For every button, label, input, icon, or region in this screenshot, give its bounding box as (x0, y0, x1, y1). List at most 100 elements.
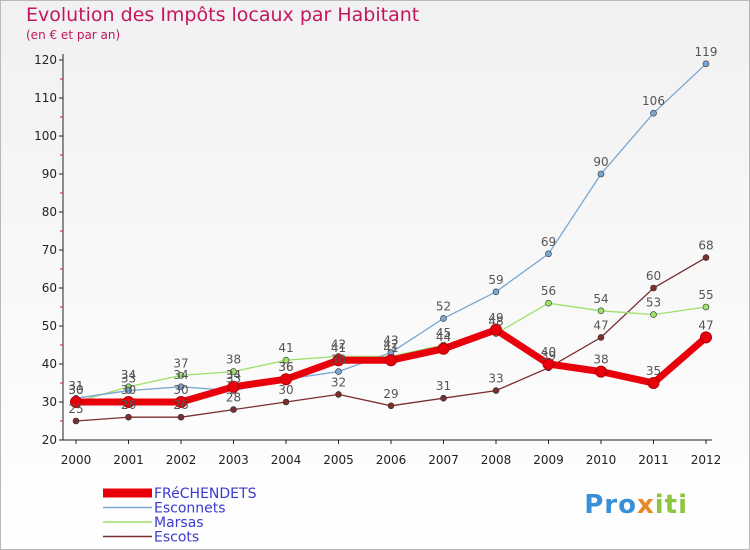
data-label: 37 (173, 356, 188, 370)
x-tick-label: 2011 (638, 453, 669, 467)
data-point (702, 303, 710, 311)
data-label: 41 (331, 341, 346, 355)
data-label: 34 (173, 368, 188, 382)
y-tick-label: 40 (42, 357, 57, 371)
data-point (177, 383, 185, 391)
data-point (545, 250, 552, 258)
data-label: 43 (383, 334, 398, 348)
data-label: 40 (541, 345, 556, 359)
data-point (335, 368, 342, 375)
data-label: 31 (436, 379, 451, 393)
data-label: 33 (121, 372, 136, 386)
data-label: 34 (226, 368, 241, 382)
data-label: 90 (593, 155, 608, 169)
data-point (545, 299, 552, 307)
data-point (490, 323, 502, 336)
y-tick-label: 100 (34, 129, 57, 143)
data-label: 39 (541, 349, 556, 363)
data-label: 35 (646, 364, 661, 378)
data-point (492, 387, 500, 394)
data-point (595, 365, 607, 378)
data-point (125, 413, 132, 421)
chart-subtitle: (en € et par an) (26, 28, 121, 42)
data-label: 30 (278, 383, 293, 397)
data-label: 30 (121, 383, 136, 397)
y-tick-label: 90 (42, 167, 57, 181)
data-label: 68 (698, 239, 713, 253)
data-label: 38 (593, 353, 608, 367)
data-point (702, 254, 710, 261)
x-tick-label: 2005 (323, 453, 354, 467)
data-point (597, 307, 605, 315)
y-tick-label: 70 (42, 243, 57, 257)
data-label: 36 (278, 360, 293, 374)
legend-label: Marsas (154, 515, 204, 531)
data-label: 44 (436, 330, 451, 344)
data-point (597, 334, 605, 341)
y-tick-label: 60 (42, 281, 57, 295)
data-point (700, 331, 712, 344)
data-point (177, 372, 185, 379)
data-label: 59 (488, 273, 503, 287)
data-point (650, 311, 657, 318)
data-point (387, 402, 395, 410)
data-point (72, 417, 80, 425)
x-tick-label: 2003 (218, 453, 249, 467)
x-tick-label: 2008 (481, 453, 512, 467)
data-point (542, 358, 555, 370)
x-tick-label: 2007 (428, 453, 459, 467)
data-point (437, 342, 450, 355)
data-label: 54 (593, 292, 608, 306)
data-point (280, 373, 292, 386)
data-label: 52 (436, 299, 451, 313)
data-label: 38 (226, 353, 241, 367)
y-tick-label: 50 (42, 319, 57, 333)
data-label: 30 (68, 383, 83, 397)
data-point (647, 377, 660, 389)
x-tick-label: 2000 (61, 453, 92, 467)
y-tick-label: 20 (42, 433, 57, 447)
data-point (335, 391, 342, 398)
data-label: 119 (695, 45, 718, 59)
data-label: 60 (646, 269, 661, 283)
chart-axes: 20 30 40 50 60 70 80 90 100 110 120 2000 2001 2002 200… (34, 53, 721, 467)
data-label: 41 (383, 341, 398, 355)
data-label: 36 (278, 360, 293, 374)
data-label: 56 (541, 284, 556, 298)
x-tick-label: 2002 (166, 453, 197, 467)
legend-label: Escots (154, 530, 199, 546)
proxiti-logo: Proxiti (584, 490, 688, 520)
data-label: 41 (278, 341, 293, 355)
data-label: 45 (436, 326, 451, 340)
y-tick-label: 120 (34, 53, 57, 67)
data-label: 42 (383, 337, 398, 351)
legend-label: FRéCHENDETS (154, 486, 257, 502)
data-point (230, 406, 237, 413)
data-label: 42 (331, 337, 346, 351)
x-tick-label: 2004 (271, 453, 302, 467)
data-point (650, 284, 657, 292)
data-point (125, 387, 132, 394)
data-label: 32 (331, 375, 346, 389)
data-point (385, 354, 397, 367)
data-label: 47 (698, 318, 713, 332)
x-tick-label: 2006 (376, 453, 407, 467)
data-label: 53 (646, 296, 661, 310)
x-tick-label: 2009 (533, 453, 564, 467)
data-point (227, 380, 240, 393)
data-point (440, 315, 447, 322)
data-label: 33 (488, 372, 503, 386)
data-point (492, 288, 500, 296)
data-point (332, 354, 345, 367)
chart-lines (70, 60, 712, 425)
data-label: 49 (488, 311, 503, 325)
data-label: 106 (642, 94, 665, 108)
data-label: 31 (68, 379, 83, 393)
data-label: 38 (331, 353, 346, 367)
data-point (177, 413, 185, 421)
data-label: 47 (593, 318, 608, 332)
x-tick-label: 2010 (586, 453, 617, 467)
